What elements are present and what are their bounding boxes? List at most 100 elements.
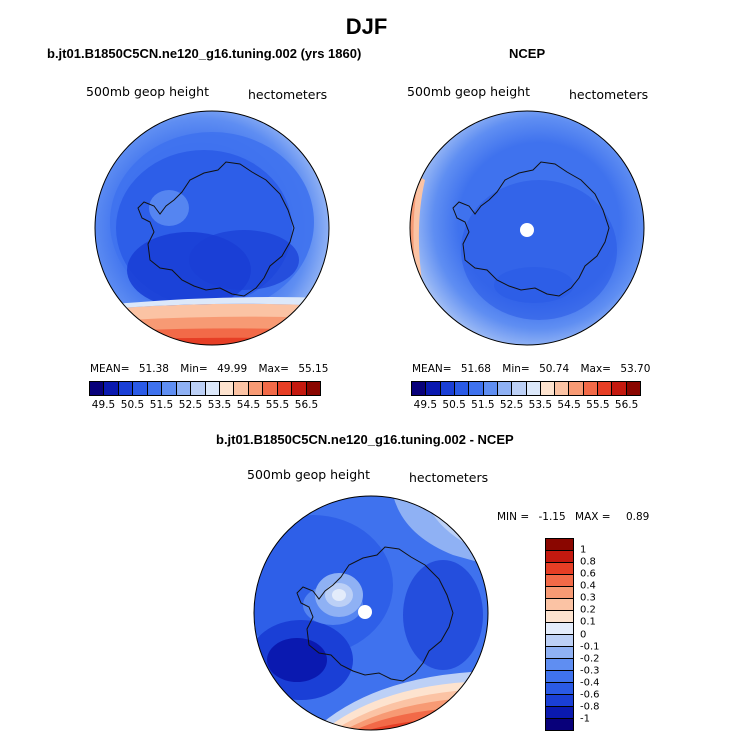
colorbar-tick-label: 49.5 (91, 399, 116, 411)
colorbar-tick-label: 0 (580, 629, 587, 640)
colorbar-swatch (440, 382, 455, 395)
colorbar-swatch (469, 382, 484, 395)
panel-3-polar-map (253, 495, 489, 731)
panel-3-colorbar-ticks: 1 0.8 0.6 0.4 0.3 0.2 0.1 0 -0.1 -0.2 -0.3 -0.4 -0.6… (580, 538, 620, 731)
colorbar-swatch (546, 707, 573, 719)
colorbar-swatch (90, 382, 105, 395)
colorbar-swatch (546, 659, 573, 671)
panel-1-min-label: Min= (180, 363, 208, 375)
colorbar-tick-label: 0.3 (580, 592, 596, 604)
colorbar-swatch (162, 382, 177, 395)
panel-2-min-value: 50.74 (539, 363, 570, 375)
panel-2-colorbar (411, 381, 641, 396)
colorbar-tick-label: 0.8 (580, 556, 596, 568)
colorbar-swatch (512, 382, 527, 395)
panel-3-coastline (296, 546, 454, 682)
panel-3-stats: MIN = -1.15 MAX = 0.89 (497, 511, 649, 523)
colorbar-swatch (104, 382, 119, 395)
panel-3-min-value: -1.15 (538, 511, 566, 523)
colorbar-swatch (626, 382, 640, 395)
colorbar-tick-label: 56.5 (294, 399, 319, 411)
panel-3-map-border (253, 495, 489, 731)
colorbar-swatch (598, 382, 613, 395)
colorbar-tick-label: -0.2 (580, 653, 600, 665)
panel-1-max-value: 55.15 (298, 363, 329, 375)
colorbar-tick-label: -0.1 (580, 641, 600, 653)
panel-1-map-border (94, 110, 330, 346)
colorbar-swatch (546, 575, 573, 587)
colorbar-swatch (118, 382, 134, 395)
panel-2-colorbar-ticks: 49.5 50.5 51.5 52.5 53.5 54.5 55.5 56.5 (411, 399, 641, 413)
panel-1-colorbar-ticks: 49.5 50.5 51.5 52.5 53.5 54.5 55.5 56.5 (89, 399, 321, 413)
colorbar-swatch (546, 563, 573, 575)
colorbar-swatch (569, 382, 584, 395)
colorbar-swatch (546, 719, 573, 730)
colorbar-swatch (546, 635, 573, 647)
panel-3-max-value: 0.89 (625, 511, 650, 523)
figure-title: DJF (345, 14, 388, 39)
panel-1-colorbar (89, 381, 321, 396)
colorbar-swatch (497, 382, 513, 395)
panel-2-pole-marker (520, 223, 534, 237)
colorbar-swatch (555, 382, 570, 395)
colorbar-swatch (583, 382, 599, 395)
colorbar-swatch (426, 382, 441, 395)
colorbar-tick-label: 1 (580, 544, 587, 556)
colorbar-tick-label: 51.5 (471, 399, 495, 411)
colorbar-swatch (546, 587, 573, 599)
panel-3-title: b.jt01.B1850C5CN.ne120_g16.tuning.002 - … (216, 432, 514, 447)
panel-1-min-value: 49.99 (217, 363, 248, 375)
colorbar-tick-label: 50.5 (120, 399, 145, 411)
panel-2-mean-value: 51.68 (460, 363, 491, 375)
colorbar-tick-label: 54.5 (236, 399, 261, 411)
colorbar-tick-label: 52.5 (499, 399, 524, 411)
colorbar-swatch (546, 599, 573, 611)
panel-2-mean-label: MEAN= (412, 363, 452, 375)
colorbar-tick-label: 55.5 (586, 399, 610, 411)
panel-2-max-label: Max= (580, 363, 611, 375)
panel-3-max-label: MAX = (575, 511, 611, 523)
panel-2-title: NCEP (509, 46, 546, 61)
colorbar-tick-label: 52.5 (178, 399, 203, 411)
colorbar-swatch (191, 382, 206, 395)
colorbar-swatch (454, 382, 470, 395)
colorbar-swatch (546, 683, 573, 695)
colorbar-tick-label: 50.5 (442, 399, 466, 411)
colorbar-swatch (147, 382, 163, 395)
colorbar-tick-label: 53.5 (528, 399, 553, 411)
colorbar-tick-label: 54.5 (557, 399, 581, 411)
panel-1-coastline (137, 161, 295, 297)
panel-2-min-label: Min= (502, 363, 530, 375)
colorbar-swatch (546, 647, 573, 659)
colorbar-swatch (412, 382, 427, 395)
panel-1-units-label: hectometers (248, 87, 328, 102)
panel-3-variable-label: 500mb geop height (247, 467, 370, 482)
colorbar-swatch (546, 671, 573, 683)
panel-2-variable-label: 500mb geop height (407, 84, 530, 99)
colorbar-tick-label: 56.5 (614, 399, 639, 411)
colorbar-swatch (546, 611, 573, 623)
colorbar-swatch (234, 382, 249, 395)
colorbar-swatch (526, 382, 541, 395)
colorbar-tick-label: -0.8 (580, 701, 600, 713)
panel-1-stats: MEAN= 51.38 Min= 49.99 Max= 55.15 (90, 363, 328, 375)
colorbar-swatch (546, 539, 573, 551)
colorbar-tick-label: 53.5 (207, 399, 232, 411)
colorbar-tick-label: 0.6 (580, 568, 596, 580)
panel-1-polar-map (94, 110, 330, 346)
colorbar-swatch (205, 382, 220, 395)
colorbar-swatch (133, 382, 148, 395)
panel-2-max-value: 53.70 (620, 363, 651, 375)
colorbar-tick-label: -0.6 (580, 689, 600, 701)
panel-1-mean-value: 51.38 (138, 363, 169, 375)
colorbar-swatch (219, 382, 235, 395)
panel-3-pole-marker (358, 605, 372, 619)
colorbar-swatch (248, 382, 264, 395)
colorbar-tick-label: 0.2 (580, 604, 596, 616)
colorbar-swatch (483, 382, 498, 395)
colorbar-swatch (277, 382, 293, 395)
panel-3-min-label: MIN = (497, 511, 530, 523)
colorbar-swatch (292, 382, 307, 395)
colorbar-tick-label: -1 (580, 713, 590, 725)
panel-1-variable-label: 500mb geop height (86, 84, 209, 99)
